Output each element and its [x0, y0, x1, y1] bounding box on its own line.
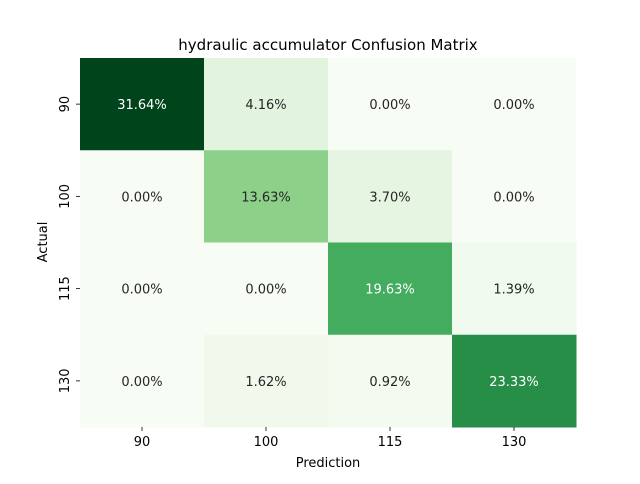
cell-value-label: 0.00%	[121, 375, 162, 390]
heatmap-cell	[204, 334, 329, 428]
heatmap-cell-labels: 31.64% 4.16% 0.00% 0.00% 0.00% 13.63% 3.70% 0.0…	[117, 98, 539, 390]
heatmap-cells	[80, 58, 577, 428]
heatmap-cell	[80, 242, 205, 336]
cell-value-label: 19.63%	[365, 283, 415, 298]
cell-value-label: 0.00%	[121, 190, 162, 205]
heatmap-cell	[204, 150, 329, 243]
heatmap-cell	[80, 58, 205, 151]
cell-value-label: 0.92%	[369, 375, 410, 390]
x-tick-label: 90	[134, 435, 151, 450]
cell-value-label: 1.39%	[493, 283, 534, 298]
heatmap-cell	[452, 242, 577, 336]
cell-value-label: 13.63%	[241, 190, 291, 205]
y-tick-label: 90	[58, 96, 73, 113]
cell-value-label: 3.70%	[369, 190, 410, 205]
cell-value-label: 0.00%	[369, 98, 410, 113]
heatmap-cell	[204, 58, 329, 151]
cell-value-label: 4.16%	[245, 98, 286, 113]
x-axis-ticks: 90 100 115 130	[134, 427, 527, 450]
x-axis-label: Prediction	[296, 456, 361, 471]
heatmap-cell	[452, 334, 577, 428]
cell-value-label: 1.62%	[245, 375, 286, 390]
y-tick-label: 130	[58, 368, 73, 393]
cell-value-label: 0.00%	[121, 283, 162, 298]
heatmap-cell	[452, 150, 577, 243]
x-tick-label: 115	[378, 435, 403, 450]
heatmap-cell	[80, 334, 205, 428]
cell-value-label: 0.00%	[493, 190, 534, 205]
heatmap-cell	[452, 58, 577, 151]
heatmap-cell	[328, 334, 453, 428]
x-tick-label: 100	[254, 435, 279, 450]
cell-value-label: 31.64%	[117, 98, 167, 113]
heatmap-cell	[328, 150, 453, 243]
y-axis-ticks: 90 100 115 130	[58, 96, 80, 393]
chart-title: hydraulic accumulator Confusion Matrix	[178, 36, 478, 54]
cell-value-label: 0.00%	[245, 283, 286, 298]
heatmap-cell	[328, 58, 453, 151]
y-tick-label: 115	[58, 276, 73, 301]
heatmap-cell	[204, 242, 329, 336]
x-tick-label: 130	[502, 435, 527, 450]
y-tick-label: 100	[58, 184, 73, 209]
heatmap-cell	[328, 242, 453, 336]
cell-value-label: 23.33%	[489, 375, 539, 390]
heatmap-cell	[80, 150, 205, 243]
y-axis-label: Actual	[36, 222, 51, 263]
cell-value-label: 0.00%	[493, 98, 534, 113]
